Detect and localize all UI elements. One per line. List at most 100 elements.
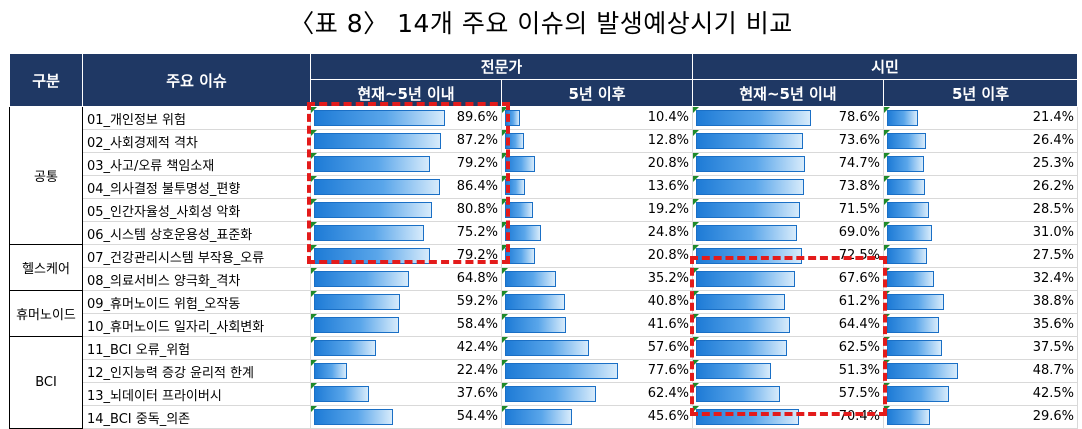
- citizens-far-cell: 29.6%: [882, 405, 1079, 429]
- data-bar: [505, 225, 541, 241]
- percent-value: 26.4%: [1032, 133, 1075, 148]
- cell-marker-icon: [311, 130, 317, 136]
- experts-far-cell: 19.2%: [501, 198, 693, 222]
- percent-value: 40.8%: [647, 294, 689, 309]
- percent-value: 62.5%: [838, 340, 880, 355]
- percent-value: 62.4%: [647, 386, 689, 401]
- issue-label: 06_시스템 상호운용성_표준화: [82, 221, 311, 245]
- table-row: 04_의사결정 불투명성_편향 86.4% 13.6% 73.8% 26.2%: [10, 175, 1079, 199]
- data-bar: [505, 271, 556, 287]
- header-experts: 전문가: [310, 53, 693, 80]
- cell-marker-icon: [502, 360, 508, 366]
- cell-marker-icon: [884, 406, 890, 412]
- experts-near-cell: 80.8%: [310, 198, 502, 222]
- cell-marker-icon: [502, 153, 508, 159]
- citizens-far-cell: 25.3%: [882, 152, 1079, 176]
- citizens-far-cell: 32.4%: [882, 267, 1079, 291]
- cell-marker-icon: [693, 199, 699, 205]
- table-row: 13_뇌데이터 프라이버시 37.6% 62.4% 57.5% 42.5%: [10, 382, 1079, 406]
- percent-value: 45.6%: [647, 409, 689, 424]
- percent-value: 48.7%: [1032, 363, 1075, 378]
- experts-near-cell: 87.2%: [310, 129, 502, 153]
- data-bar: [505, 156, 535, 172]
- data-bar: [314, 294, 400, 310]
- data-bar: [314, 179, 440, 195]
- data-bar: [696, 340, 787, 356]
- percent-value: 57.5%: [838, 386, 880, 401]
- percent-value: 77.6%: [647, 363, 689, 378]
- cell-marker-icon: [693, 383, 699, 389]
- cell-marker-icon: [311, 222, 317, 228]
- data-bar: [314, 386, 369, 402]
- table-row: 10_휴머노이드 일자리_사회변화 58.4% 41.6% 64.4% 35.6%: [10, 313, 1079, 337]
- cell-marker-icon: [884, 222, 890, 228]
- percent-value: 10.4%: [647, 110, 689, 125]
- table-row: 휴머노이드 09_휴머노이드 위험_오작동 59.2% 40.8% 61.2% 38.8%: [9, 290, 1079, 337]
- group-label: 헬스케어: [9, 244, 83, 291]
- experts-near-cell: 75.2%: [310, 221, 502, 245]
- percent-value: 64.4%: [838, 317, 880, 332]
- experts-far-cell: 41.6%: [501, 313, 693, 337]
- data-bar: [887, 110, 918, 126]
- cell-marker-icon: [311, 291, 317, 297]
- cell-marker-icon: [884, 176, 890, 182]
- citizens-far-cell: 48.7%: [882, 359, 1079, 383]
- experts-near-cell: 59.2%: [310, 290, 502, 314]
- table-row: 02_사회경제적 격차 87.2% 12.8% 73.6% 26.4%: [10, 129, 1079, 153]
- header-citizens-near: 현재~5년 이내: [692, 79, 884, 107]
- citizens-far-cell: 35.6%: [882, 313, 1079, 337]
- cell-marker-icon: [884, 291, 890, 297]
- data-bar: [887, 156, 924, 172]
- data-bar: [314, 317, 399, 333]
- cell-marker-icon: [311, 153, 317, 159]
- header-experts-near: 현재~5년 이내: [310, 79, 502, 107]
- percent-value: 75.2%: [456, 225, 498, 240]
- percent-value: 73.6%: [838, 133, 880, 148]
- cell-marker-icon: [693, 107, 699, 113]
- cell-marker-icon: [311, 268, 317, 274]
- citizens-near-cell: 61.2%: [692, 290, 884, 314]
- cell-marker-icon: [693, 245, 699, 251]
- issue-label: 13_뇌데이터 프라이버시: [82, 382, 311, 406]
- percent-value: 73.8%: [838, 179, 880, 194]
- cell-marker-icon: [693, 268, 699, 274]
- experts-near-cell: 64.8%: [310, 267, 502, 291]
- cell-marker-icon: [693, 291, 699, 297]
- cell-marker-icon: [884, 107, 890, 113]
- experts-near-cell: 79.2%: [310, 152, 502, 176]
- percent-value: 54.4%: [456, 409, 498, 424]
- citizens-near-cell: 78.6%: [692, 106, 884, 130]
- percent-value: 13.6%: [647, 179, 689, 194]
- data-bar: [696, 409, 799, 425]
- data-bar: [505, 409, 572, 425]
- data-bar: [696, 156, 805, 172]
- percent-value: 78.6%: [838, 110, 880, 125]
- cell-marker-icon: [884, 314, 890, 320]
- data-bar: [314, 363, 347, 379]
- data-bar: [314, 202, 432, 218]
- group-label: 휴머노이드: [9, 290, 83, 337]
- percent-value: 89.6%: [456, 110, 498, 125]
- table-row: 03_사고/오류 책임소재 79.2% 20.8% 74.7% 25.3%: [10, 152, 1079, 176]
- cell-marker-icon: [884, 337, 890, 343]
- issue-label: 14_BCI 중독_의존: [82, 405, 311, 429]
- citizens-far-cell: 38.8%: [882, 290, 1079, 314]
- cell-marker-icon: [884, 245, 890, 251]
- percent-value: 69.0%: [838, 225, 880, 240]
- citizens-far-cell: 31.0%: [882, 221, 1079, 245]
- cell-marker-icon: [311, 406, 317, 412]
- table-row: 05_인간자율성_사회성 악화 80.8% 19.2% 71.5% 28.5%: [10, 198, 1079, 222]
- citizens-near-cell: 70.4%: [692, 405, 884, 429]
- cell-marker-icon: [502, 383, 508, 389]
- cell-marker-icon: [502, 406, 508, 412]
- table-title: 〈표 8〉 14개 주요 이슈의 발생예상시기 비교: [289, 9, 793, 38]
- percent-value: 25.3%: [1032, 156, 1075, 171]
- data-bar: [505, 202, 533, 218]
- cell-marker-icon: [502, 314, 508, 320]
- percent-value: 64.8%: [456, 271, 498, 286]
- data-bar: [696, 202, 800, 218]
- data-bar: [887, 363, 958, 379]
- percent-value: 22.4%: [456, 363, 498, 378]
- data-bar: [696, 179, 804, 195]
- percent-value: 12.8%: [647, 133, 689, 148]
